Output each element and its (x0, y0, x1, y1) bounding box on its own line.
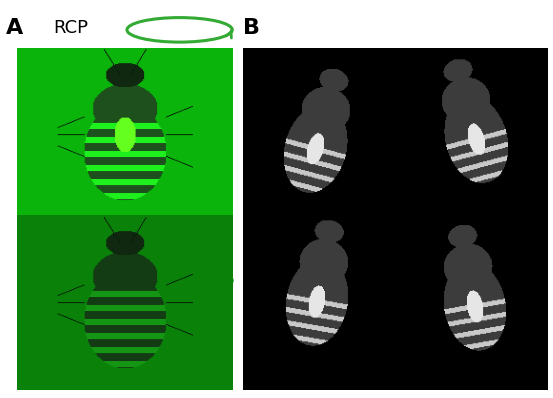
Text: RCP: RCP (54, 19, 88, 37)
Text: A: A (6, 18, 23, 38)
Text: B: B (243, 18, 260, 38)
Text: LCP: LCP (54, 269, 87, 287)
